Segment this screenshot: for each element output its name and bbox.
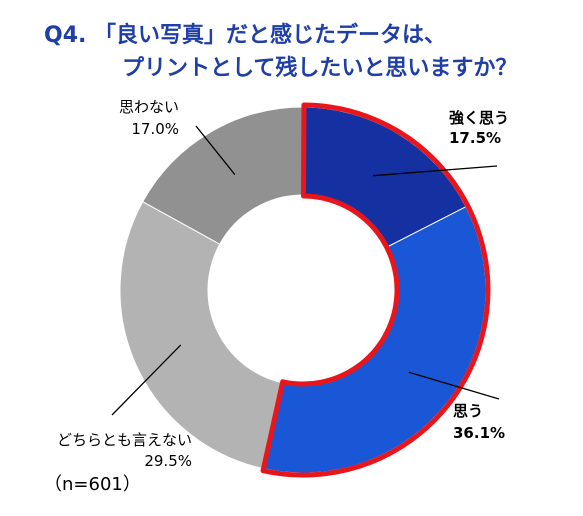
slice-value-agree: 36.1% xyxy=(453,424,505,442)
slice-neutral xyxy=(119,200,283,470)
leader-lines xyxy=(111,125,500,416)
sample-size: （n=601） xyxy=(44,474,141,495)
slice-label-strongly-agree: 強く思う xyxy=(449,109,509,127)
title-line-2: プリントとして残したいと思いますか？ xyxy=(122,55,517,81)
slice-label-agree: 思う xyxy=(453,402,483,420)
leader-line-neutral xyxy=(111,344,182,416)
slice-disagree xyxy=(142,106,304,245)
slice-value-strongly-agree: 17.5% xyxy=(449,129,501,147)
slice-value-disagree: 17.0% xyxy=(131,120,179,138)
slice-labels: 強く思う 17.5% 思う 36.1% どちらとも言えない 29.5% 思わない… xyxy=(57,98,509,470)
highlight-outline xyxy=(260,102,491,478)
leader-line-strongly-agree xyxy=(372,165,498,177)
slice-value-neutral: 29.5% xyxy=(144,452,192,470)
leader-line-agree xyxy=(408,371,500,400)
title-line-1: Q4. 「良い写真」だと感じたデータは、 xyxy=(44,22,446,48)
slice-label-disagree: 思わない xyxy=(119,98,179,116)
donut-slices xyxy=(119,106,487,474)
slice-label-neutral: どちらとも言えない xyxy=(57,431,192,449)
chart-title: Q4. 「良い写真」だと感じたデータは、 プリントとして残したいと思いますか？ xyxy=(44,22,517,81)
leader-line-disagree xyxy=(195,125,236,176)
highlight-border xyxy=(260,102,491,478)
